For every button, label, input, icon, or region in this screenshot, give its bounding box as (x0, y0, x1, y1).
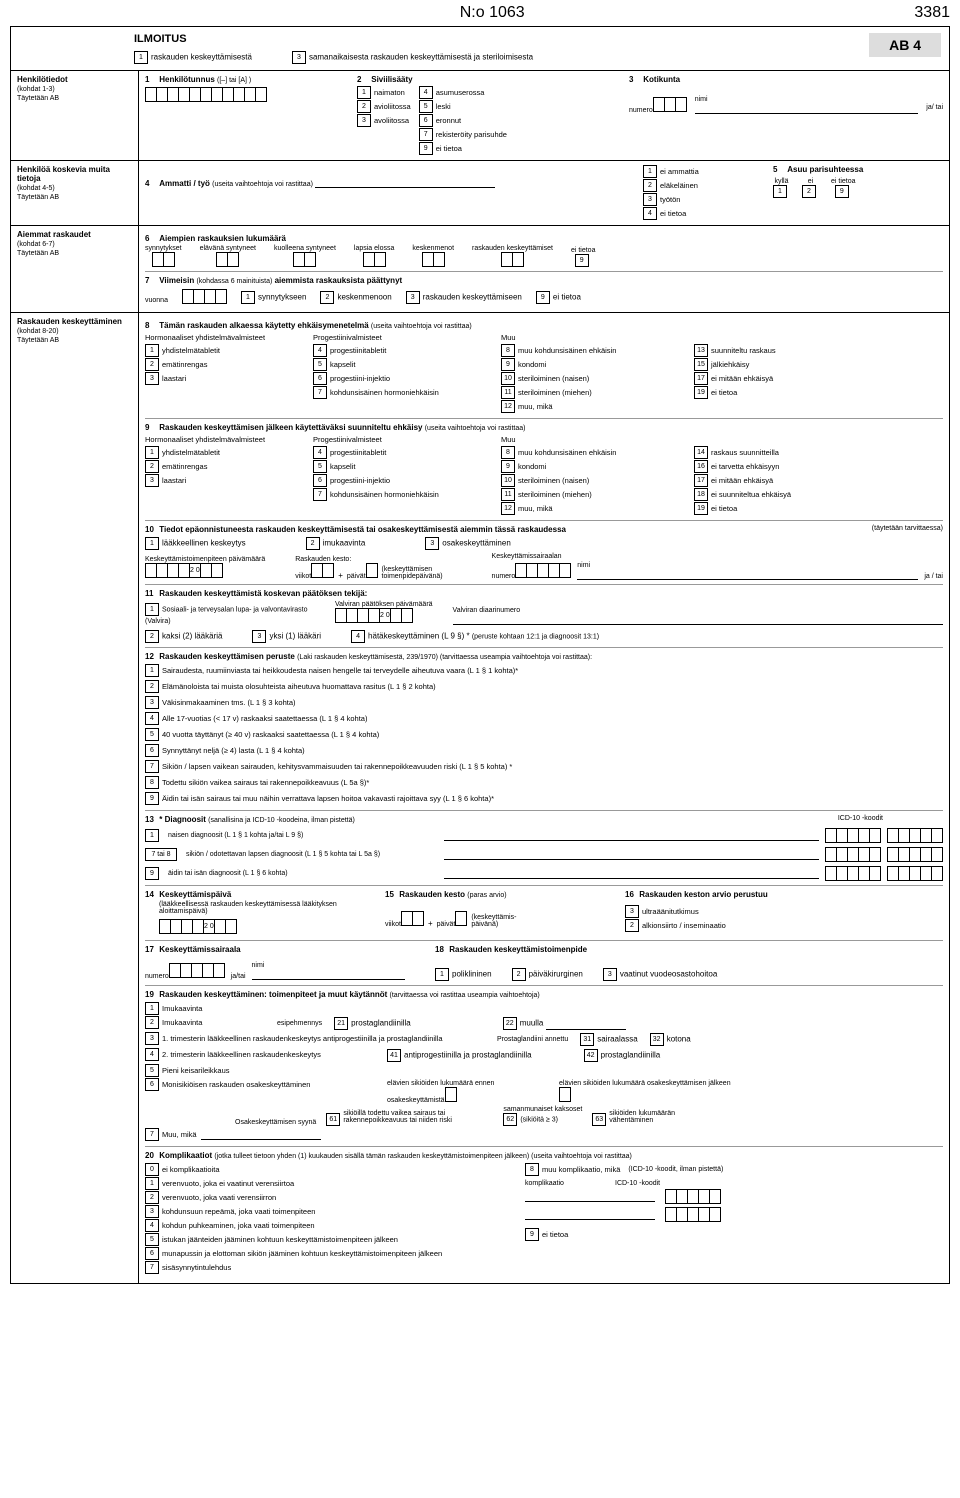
ammatti-input[interactable] (315, 177, 495, 188)
form-title: ILMOITUS (134, 33, 839, 45)
form: ILMOITUS 1raskauden keskeyttämisestä 3sa… (10, 26, 950, 1284)
s4-title: Henkilöä koskevia muita tietoja (17, 165, 110, 183)
s6-title: Aiemmat raskaudet (17, 230, 91, 239)
s10-date[interactable]: 2 0 (145, 563, 223, 578)
s1-title: Henkilötiedot (17, 75, 68, 84)
kotikunta-num[interactable] (653, 97, 687, 112)
vuonna-input[interactable] (182, 289, 227, 304)
title-opt-3[interactable]: 3 (292, 51, 306, 64)
henkilotunnus-input[interactable] (145, 87, 267, 102)
kotikunta-name[interactable] (695, 103, 919, 114)
doc-number: N:o 1063 (70, 4, 914, 22)
title-opt-1[interactable]: 1 (134, 51, 148, 64)
page-number: 3381 (914, 4, 950, 22)
form-code: AB 4 (869, 33, 941, 57)
s8-title: Raskauden keskeyttäminen (17, 317, 122, 326)
